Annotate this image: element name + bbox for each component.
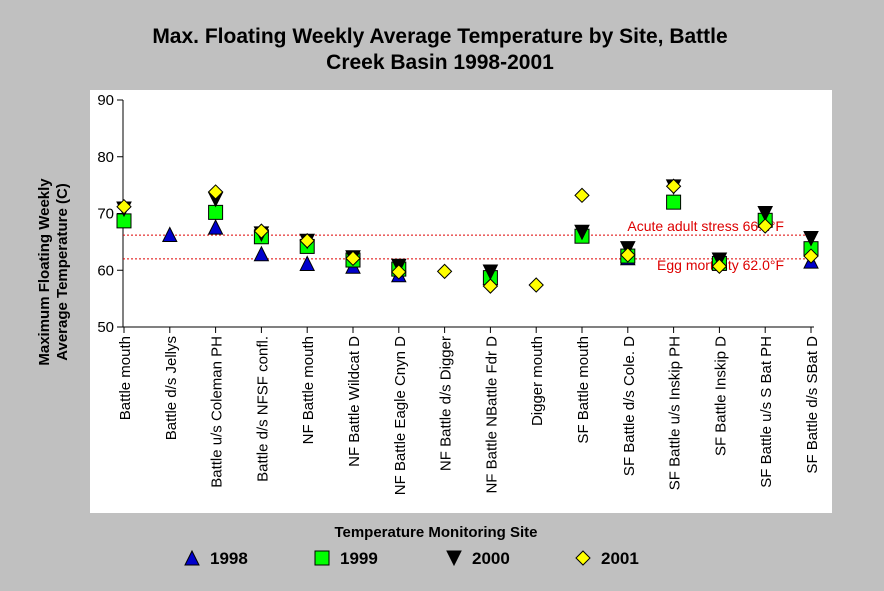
legend-marker-1998 [184,549,200,566]
x-axis-title: Temperature Monitoring Site [334,524,537,541]
y-tick-label: 50 [97,319,114,336]
x-tick-label: NF Battle mouth [300,336,317,444]
data-point-2001 [299,233,315,249]
data-point-2000 [757,206,774,222]
x-tick-label: Battle d/s NFSF confl. [254,336,271,482]
plot-area: 50 60 70 80 90 Battle mouth Battle d/s Jellys B… [97,92,821,495]
data-point-2001 [253,223,270,239]
data-point-2001 [436,263,453,280]
data-point-2001 [803,248,819,264]
legend-marker-2000 [446,550,462,567]
data-point-2001 [711,258,728,274]
data-point-2001 [345,250,361,267]
y-tick-label: 80 [97,149,114,166]
x-tick-label: NF Battle Wildcat D [346,336,363,467]
plot-background [90,90,832,513]
data-point-2001 [482,278,499,294]
reference-line-label: Acute adult stress 66.2°F [627,218,784,234]
x-tick-label: SF Battle mouth [575,336,592,444]
x-tick-label: NF Battle NBattle Fdr D [483,336,500,494]
data-point-1998 [299,255,316,271]
y-tick-label: 70 [97,206,114,223]
x-tick-label: SF Battle u/s Inskip PH [667,336,684,490]
legend-label-2001: 2001 [601,549,639,568]
data-point-2000 [803,230,819,247]
y-tick-label: 90 [97,92,114,109]
chart-title-line1: Max. Floating Weekly Average Temperature… [152,25,727,48]
data-point-1999 [208,204,224,220]
data-point-2001 [620,247,636,263]
data-point-2001 [665,178,682,194]
data-point-2001 [528,277,544,293]
data-point-1998 [207,219,224,235]
data-point-2000 [482,264,499,281]
x-tick-label: SF Battle Inskip D [712,336,729,456]
data-point-1998 [253,245,270,262]
data-point-1999 [666,194,682,210]
data-point-2001 [207,184,224,200]
y-tick-label: 60 [97,262,114,279]
data-point-2000 [574,224,590,241]
x-tick-label: Battle u/s Coleman PH [209,336,226,488]
x-tick-label: Digger mouth [529,336,546,426]
y-axis-title-line1: Maximum Floating Weekly [36,178,53,366]
x-tick-label: NF Battle d/s Digger [438,336,455,471]
x-tick-label: Battle d/s Jellys [163,336,180,440]
chart-title-line2: Creek Basin 1998-2001 [326,51,554,74]
x-tick-label: SF Battle u/s S Bat PH [758,336,775,488]
x-tick-label: SF Battle d/s SBat D [804,336,821,474]
data-point-2001 [757,218,773,234]
y-axis-title-line2: Average Temperature (C) [54,183,71,361]
legend-label-1999: 1999 [340,549,378,568]
legend-marker-1999 [314,550,330,566]
data-point-2001 [574,187,590,204]
x-tick-label: Battle mouth [117,336,134,420]
legend-label-2000: 2000 [472,549,510,568]
data-point-1998 [161,226,178,242]
data-point-2001 [116,198,132,215]
legend: 1998 1999 2000 2001 [184,549,639,568]
data-point-2001 [391,264,407,280]
legend-label-1998: 1998 [210,549,248,568]
x-tick-label: NF Battle Eagle Cnyn D [392,336,409,495]
legend-marker-2001 [575,550,591,566]
x-tick-label: SF Battle d/s Cole. D [621,336,638,476]
